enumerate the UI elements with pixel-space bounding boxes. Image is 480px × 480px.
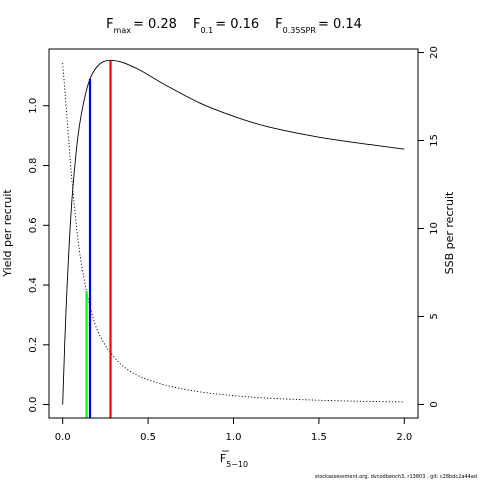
y-right-tick-label: 5 [429,313,440,319]
y-left-tick-label: 0.0 [28,397,39,413]
title-fspr-base: F [275,17,282,32]
reference-lines-layer [85,60,112,419]
title-fmax-sub: max [114,26,132,35]
chart-title: Fmax = 0.28 F0.1 = 0.16 F0.35SPR = 0.14 [106,17,362,35]
y-left-tick-label: 0.4 [28,277,39,293]
title-fmax-value: = 0.28 [133,17,177,32]
svg-text:F5−10: F5−10 [220,452,248,469]
x-axis: 0.0 0.5 1.0 1.5 2.0 [55,417,412,443]
y-axis-left: 0.0 0.2 0.4 0.6 0.8 1.0 [28,98,49,413]
plot-frame [48,48,419,419]
x-tick-label: 1.0 [226,432,242,443]
x-axis-label: F5−10 [220,450,248,469]
title-f01-value: = 0.16 [215,17,259,32]
y-left-tick-label: 1.0 [28,98,39,114]
y-left-tick-label: 0.8 [28,158,39,174]
curves-layer [62,59,405,405]
y-right-tick-label: 0 [429,401,440,407]
x-tick-label: 0.0 [55,432,71,443]
x-tick-label: 0.5 [140,432,156,443]
y-left-tick-label: 0.2 [28,337,39,353]
x-axis-label-sub: 5−10 [226,460,248,469]
title-f01-sub: 0.1 [200,26,213,35]
ssb-per-recruit-curve [62,63,405,403]
yield-per-recruit-curve [62,59,405,405]
y-axis-right: 0 5 10 15 20 [418,46,440,408]
title-fspr-value: = 0.14 [318,17,362,32]
y-axis-left-label: Yield per recruit [1,189,14,278]
x-tick-label: 1.5 [311,432,327,443]
y-right-tick-label: 20 [429,46,440,59]
y-right-tick-label: 10 [429,222,440,235]
x-axis-label-base: F [220,452,226,465]
x-tick-label: 2.0 [396,432,412,443]
y-left-tick-label: 0.6 [28,217,39,233]
title-fmax-base: F [106,17,113,32]
title-fspr-sub: 0.35SPR [283,26,317,35]
title-f01-base: F [193,17,200,32]
y-axis-right-label: SSB per recruit [443,191,456,274]
y-right-tick-label: 15 [429,134,440,147]
footer-note: stockassessment.org, dvcodbench3, r13803… [315,474,477,480]
